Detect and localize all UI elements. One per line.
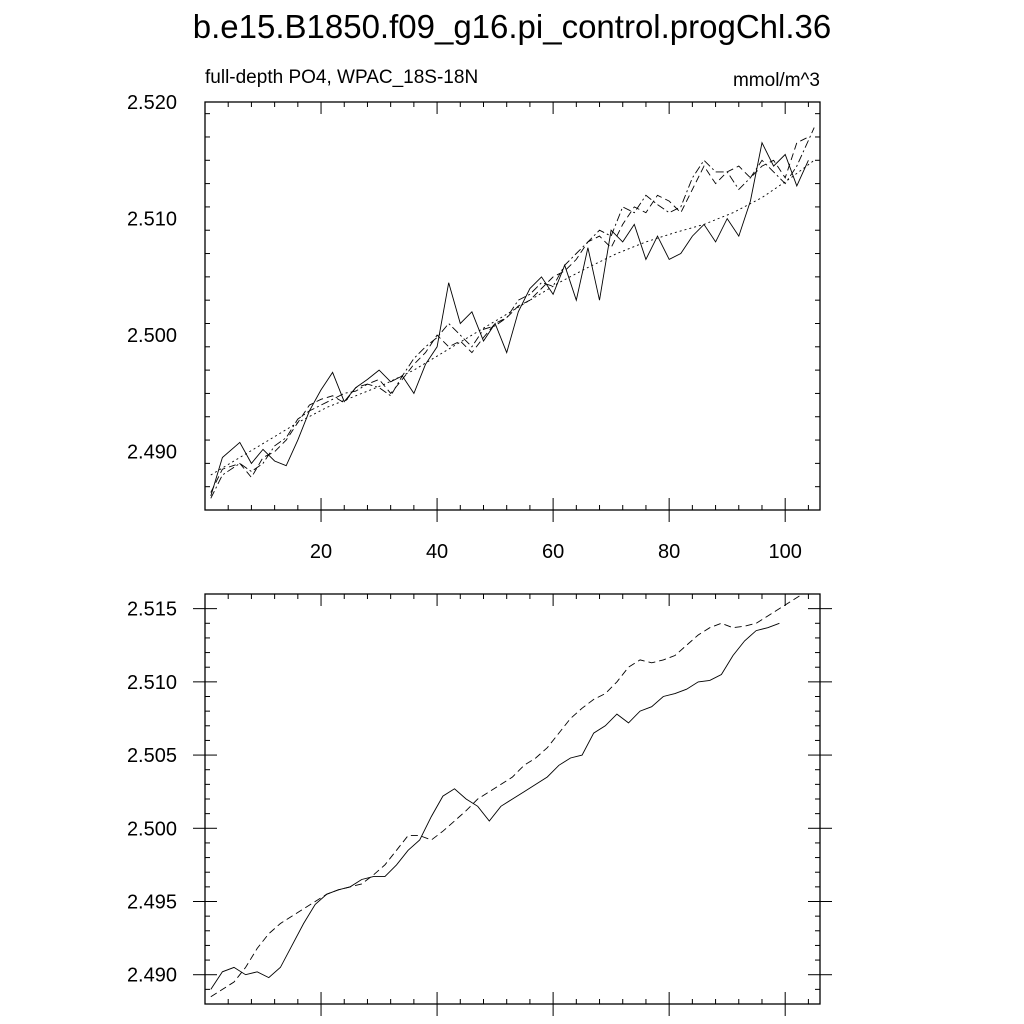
y-tick-label: 2.490: [127, 442, 177, 464]
top-panel: full-depth PO4, WPAC_18S-18N mmol/m^3 20…: [127, 67, 821, 563]
y-tick-label: 2.500: [127, 818, 177, 840]
x-tick-label: 80: [658, 541, 680, 563]
series-line-dot: [210, 159, 815, 476]
y-tick-label: 2.505: [127, 745, 177, 767]
top-panel-units: mmol/m^3: [733, 70, 820, 91]
top-axis-ticks: 20 40 60 80 100 2.490 2.500 2.510 2.520: [127, 92, 820, 563]
x-tick-label: 60: [542, 541, 564, 563]
y-tick-label: 2.490: [127, 965, 177, 987]
y-tick-label: 2.520: [127, 92, 177, 114]
series-line-solid: [210, 622, 780, 990]
x-tick-label: 40: [426, 541, 448, 563]
x-tick-label: 100: [769, 541, 802, 563]
y-tick-label: 2.495: [127, 892, 177, 914]
y-tick-label: 2.500: [127, 325, 177, 347]
x-tick-label: 20: [310, 541, 332, 563]
series-line-solid: [210, 141, 809, 497]
bottom-panel: 2.490 2.495 2.500 2.505 2.510 2.515: [127, 593, 832, 1016]
bottom-series-group: [210, 593, 803, 998]
figure-title: b.e15.B1850.f09_g16.pi_control.progChl.3…: [193, 8, 832, 45]
series-line-dashdot: [210, 127, 815, 499]
y-tick-label: 2.515: [127, 599, 177, 621]
bottom-axis-ticks: 2.490 2.495 2.500 2.505 2.510 2.515: [127, 593, 832, 1016]
y-tick-label: 2.510: [127, 209, 177, 231]
series-line-dash: [210, 593, 803, 998]
top-series-group: [210, 127, 815, 499]
series-line-dash: [210, 136, 809, 493]
y-tick-label: 2.510: [127, 672, 177, 694]
top-plot-frame: [204, 101, 821, 511]
top-panel-subtitle: full-depth PO4, WPAC_18S-18N: [205, 67, 478, 88]
